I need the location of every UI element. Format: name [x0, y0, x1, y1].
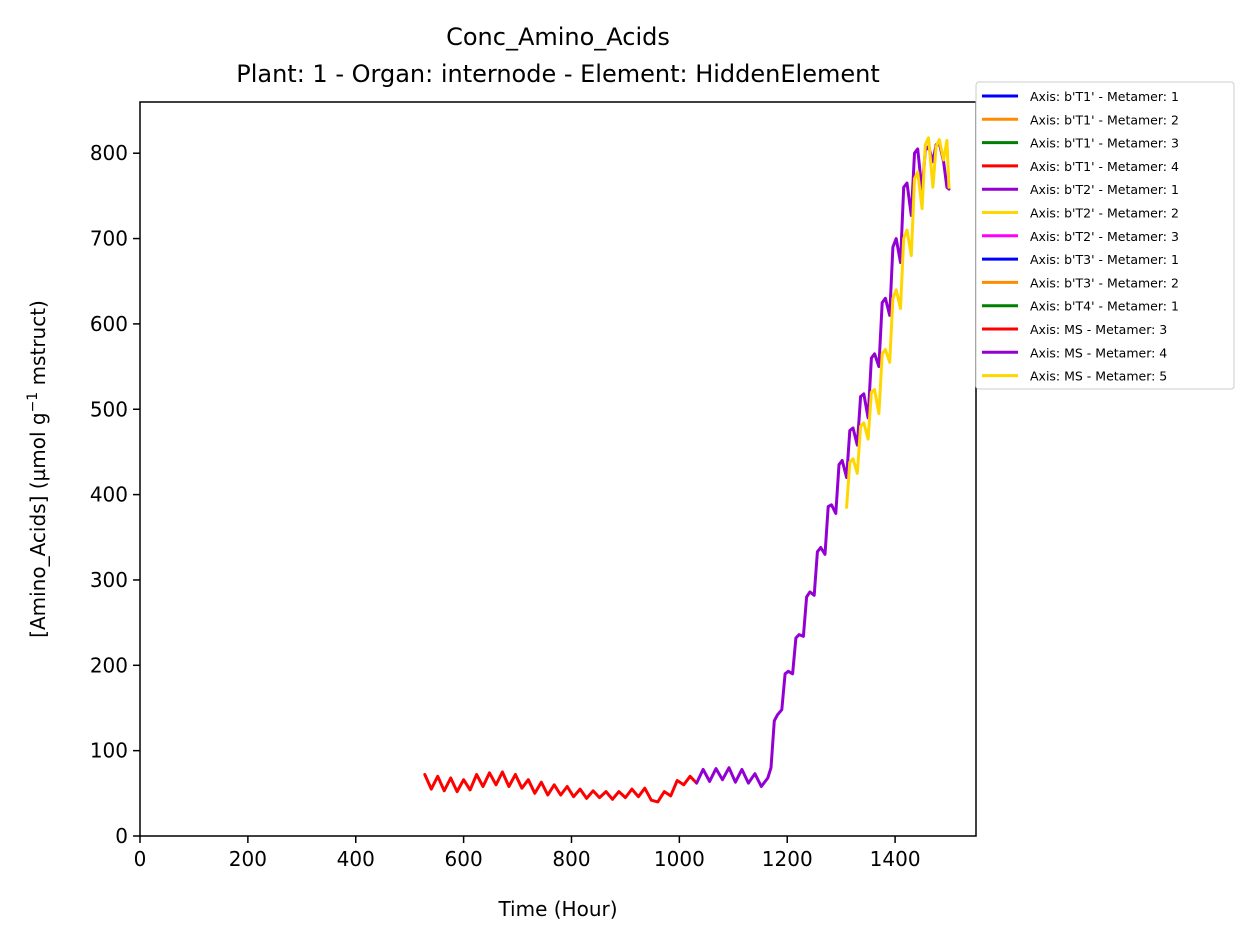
legend: Axis: b'T1' - Metamer: 1 Axis: b'T1' - Me… — [975, 81, 1235, 390]
y-tick-label: 100 — [90, 739, 128, 763]
y-tick-label: 200 — [90, 653, 128, 677]
y-tick-label: 800 — [90, 141, 128, 165]
y-axis-label-suffix: mstruct) — [26, 300, 50, 392]
legend-label-12: Axis: MS - Metamer: 5 — [1030, 369, 1167, 384]
legend-label-0: Axis: b'T1' - Metamer: 1 — [1030, 89, 1179, 104]
plot-frame — [139, 101, 977, 837]
series-line-10 — [423, 770, 699, 804]
x-tick-label: 200 — [229, 847, 267, 871]
x-tick-label: 800 — [552, 847, 590, 871]
x-tick-label: 1200 — [762, 847, 813, 871]
y-tick-label: 700 — [90, 227, 128, 251]
y-tick-label: 300 — [90, 568, 128, 592]
series-line-12 — [845, 136, 951, 509]
legend-label-9: Axis: b'T4' - Metamer: 1 — [1030, 299, 1179, 314]
y-axis-label: [Amino_Acids] (µmol g−1 mstruct) — [25, 300, 50, 638]
x-tick-label: 1400 — [870, 847, 921, 871]
x-axis-label: Time (Hour) — [497, 897, 617, 921]
x-tick-label: 600 — [445, 847, 483, 871]
legend-label-10: Axis: MS - Metamer: 3 — [1030, 322, 1167, 337]
legend-label-3: Axis: b'T1' - Metamer: 4 — [1030, 159, 1179, 174]
x-tick-label: 1000 — [654, 847, 705, 871]
chart-title: Conc_Amino_Acids — [446, 23, 670, 51]
y-axis-label-superscript: −1 — [25, 392, 41, 413]
y-tick-label: 0 — [115, 824, 128, 848]
y-tick-label: 500 — [90, 397, 128, 421]
y-axis-label-prefix: [Amino_Acids] (µmol g — [26, 412, 50, 637]
chart-subtitle: Plant: 1 - Organ: internode - Element: H… — [236, 60, 880, 88]
series-layer — [423, 136, 951, 804]
plot-area: 0 200 400 600 800 1000 1200 1400 0 100 200 300 400 5… — [90, 101, 977, 871]
legend-label-5: Axis: b'T2' - Metamer: 2 — [1030, 206, 1179, 221]
y-tick-label: 600 — [90, 312, 128, 336]
x-axis-ticks: 0 200 400 600 800 1000 1200 1400 — [134, 836, 921, 871]
legend-frame — [975, 81, 1235, 390]
y-tick-label: 400 — [90, 483, 128, 507]
legend-label-6: Axis: b'T2' - Metamer: 3 — [1030, 229, 1179, 244]
legend-label-1: Axis: b'T1' - Metamer: 2 — [1030, 112, 1179, 127]
legend-label-2: Axis: b'T1' - Metamer: 3 — [1030, 136, 1179, 151]
y-axis-ticks: 0 100 200 300 400 500 600 700 800 — [90, 141, 140, 848]
x-tick-label: 400 — [337, 847, 375, 871]
legend-label-8: Axis: b'T3' - Metamer: 2 — [1030, 275, 1179, 290]
series-line-11 — [695, 141, 951, 788]
legend-label-4: Axis: b'T2' - Metamer: 1 — [1030, 182, 1179, 197]
legend-label-7: Axis: b'T3' - Metamer: 1 — [1030, 252, 1179, 267]
legend-label-11: Axis: MS - Metamer: 4 — [1030, 345, 1167, 360]
x-tick-label: 0 — [134, 847, 147, 871]
